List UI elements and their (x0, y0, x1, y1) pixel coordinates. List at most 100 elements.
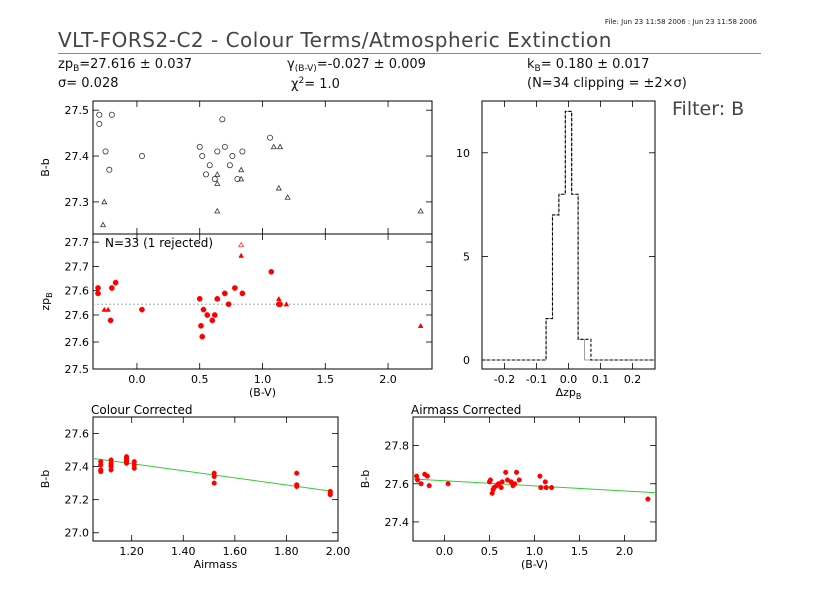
y-tick-label: 27.8 (385, 440, 410, 453)
title-rule (58, 53, 761, 54)
file-timestamp: File: Jun 23 11:58 2006 : Jun 23 11:58 2… (604, 18, 757, 26)
clipping-info: (N=34 clipping = ±2×σ) (527, 76, 687, 91)
data-point (209, 317, 216, 324)
data-point (108, 467, 114, 473)
x-axis-label: (B-V) (521, 558, 548, 571)
y-tick-label: 27.7 (65, 260, 90, 273)
data-point (276, 143, 284, 150)
data-point (199, 153, 206, 160)
x-axis-label-text: Δzp (556, 386, 576, 399)
k-subscript: B (534, 64, 541, 74)
x-tick-label: 1.20 (119, 545, 144, 558)
data-point (221, 290, 228, 297)
data-point (95, 290, 101, 297)
data-point (418, 481, 424, 487)
data-point (131, 465, 137, 471)
data-point (214, 171, 221, 177)
y-tick-label: 27.5 (65, 104, 90, 117)
extinction-result: kB= 0.180 ± 0.017 (527, 57, 649, 74)
colour-corrected-panel: 1.20 1.40 1.60 1.80 2.00 27.0 27.2 27.4 27.6Colo… (39, 403, 350, 571)
y-axis-label-text: B-b (39, 158, 52, 177)
residual-histogram-panel: -0.2 -0.1 0.0 0.1 0.2 0 5 10 ΔzpB (456, 100, 656, 401)
y-tick-label: 27.0 (65, 527, 90, 540)
y-axis-label: zpB (39, 292, 54, 310)
x-axis-label-text: Airmass (194, 558, 238, 571)
y-tick-label: 27.6 (385, 478, 410, 491)
fit-line (412, 478, 657, 494)
x-tick-label: 2.0 (616, 545, 634, 558)
x-axis-label: Airmass (194, 558, 238, 571)
data-point (107, 317, 114, 324)
data-point (516, 477, 522, 483)
data-point (513, 469, 520, 475)
x-tick-label: 1.0 (254, 373, 272, 386)
data-point (99, 221, 107, 228)
data-point (538, 485, 544, 491)
x-tick-label: 0.2 (624, 373, 642, 386)
panel-title: Colour Corrected (91, 403, 193, 417)
data-point (96, 120, 103, 127)
data-point (238, 175, 245, 182)
y-axis-label: B-b (39, 158, 52, 177)
data-point (214, 180, 221, 186)
y-tick-label: 27.3 (65, 196, 90, 209)
data-point (487, 477, 493, 483)
data-point (198, 322, 204, 329)
airmass-corrected-panel: 0.0 0.5 1.0 1.5 2.0 27.4 27.6 27.8 Airmass Corre… (359, 403, 657, 571)
x-axis-label-text: (B-V) (249, 386, 276, 399)
data-point (542, 479, 548, 485)
data-point (294, 470, 300, 476)
x-tick-label: -0.1 (526, 373, 547, 386)
data-point (214, 207, 221, 214)
data-point (139, 306, 145, 313)
data-point (417, 207, 424, 214)
x-tick-label: 0.1 (592, 373, 610, 386)
x-tick-label: 1.5 (571, 545, 589, 558)
data-point (226, 162, 233, 169)
data-point (283, 301, 290, 307)
histogram-dashed (482, 110, 655, 361)
y-tick-label: 5 (463, 250, 470, 263)
y-tick-label: 27.4 (65, 150, 90, 163)
data-point (123, 460, 130, 466)
chi-symbol: χ (291, 77, 299, 92)
y-axis-label: B-b (359, 470, 372, 489)
data-point (424, 473, 430, 479)
data-point (284, 194, 291, 200)
y-tick-label: 27.2 (65, 494, 90, 507)
data-point (499, 479, 505, 485)
x-tick-label: 1.60 (223, 545, 248, 558)
plot-frame (481, 100, 656, 370)
y-axis-label: B-b (39, 470, 52, 489)
data-point (219, 116, 226, 123)
gamma-symbol: γ (287, 57, 295, 72)
data-point (645, 496, 651, 502)
zp-symbol: zp (58, 57, 74, 72)
data-point (112, 279, 119, 286)
sigma-result: σ= 0.028 (58, 76, 119, 91)
plot-frame (412, 416, 657, 542)
data-point (543, 485, 549, 491)
data-point (199, 333, 206, 340)
data-point (229, 153, 236, 160)
rejected-point (238, 241, 245, 248)
chi-superscript: 2 (298, 76, 305, 86)
x-axis-label-text: (B-V) (521, 558, 548, 571)
chi-value: = 1.0 (304, 77, 340, 92)
x-tick-label: 0.5 (481, 545, 499, 558)
zp-result: zpB=27.616 ± 0.037 (58, 57, 192, 74)
data-point (98, 469, 104, 475)
data-point (106, 166, 113, 173)
data-point (417, 322, 424, 328)
data-point (268, 268, 275, 275)
k-symbol: k (527, 57, 535, 72)
data-point (239, 290, 246, 297)
data-point (102, 148, 109, 155)
y-tick-label: 27.4 (65, 461, 90, 474)
x-axis-label: ΔzpB (556, 386, 582, 401)
y-tick-label: 10 (456, 147, 470, 160)
y-tick-label: 27.6 (65, 336, 90, 349)
y-tick-label: 27.5 (65, 363, 90, 376)
data-point (105, 306, 111, 312)
